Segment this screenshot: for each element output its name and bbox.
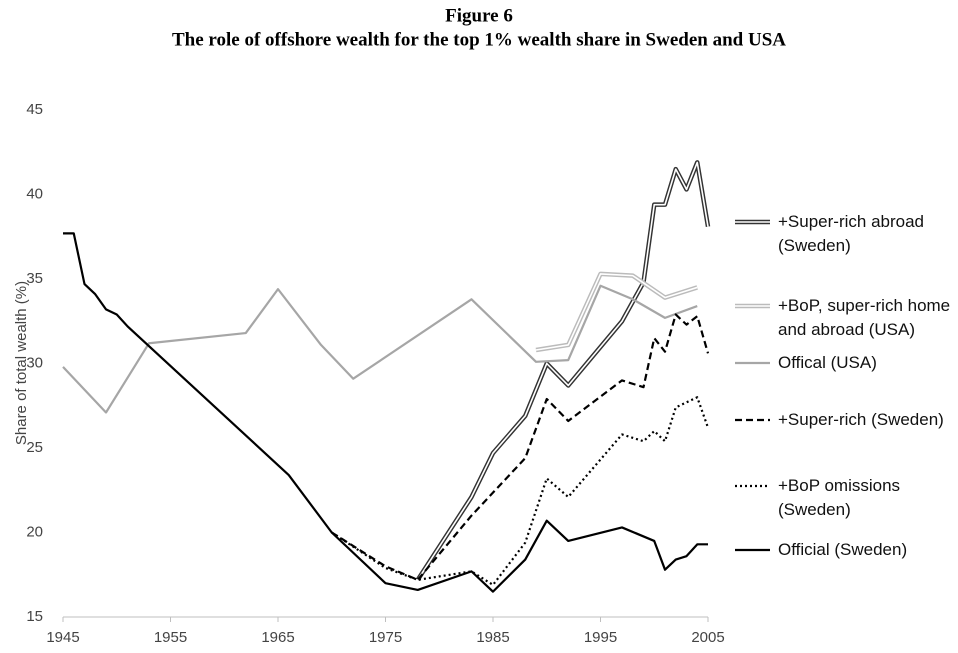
chart-title: Figure 6	[445, 5, 513, 26]
x-tick-label: 1955	[154, 629, 187, 646]
x-tick-label: 1975	[369, 629, 402, 646]
x-tick-label: 1995	[584, 629, 617, 646]
y-tick-label: 40	[26, 185, 43, 202]
series-line	[415, 160, 711, 582]
series-line-inner	[535, 273, 698, 351]
chart-subtitle: The role of offshore wealth for the top …	[172, 29, 786, 50]
x-tick-label: 2005	[691, 629, 724, 646]
series-line	[535, 271, 698, 353]
x-tick-label: 1965	[261, 629, 294, 646]
y-axis-label: Share of total wealth (%)	[13, 281, 30, 445]
legend-label: +BoP, super-rich home and abroad (USA)	[778, 296, 951, 339]
series-line	[63, 232, 708, 593]
y-tick-label: 25	[26, 439, 43, 456]
y-tick-label: 45	[26, 101, 43, 118]
legend-label: Offical (USA)	[778, 353, 877, 372]
series-line-inner	[417, 161, 709, 581]
x-tick-label: 1945	[46, 629, 79, 646]
legend-label: +BoP omissions (Sweden)	[778, 476, 901, 519]
y-tick-label: 30	[26, 354, 43, 371]
series-line	[62, 284, 698, 414]
y-tick-label: 20	[26, 523, 43, 540]
legend-label: Official (Sweden)	[778, 540, 908, 559]
y-tick-label: 35	[26, 270, 43, 287]
x-tick-label: 1985	[476, 629, 509, 646]
series-line	[331, 396, 710, 586]
legend-label: +Super-rich (Sweden)	[778, 410, 944, 429]
series-line	[331, 313, 710, 581]
y-tick-label: 15	[26, 608, 43, 625]
legend-label: +Super-rich abroad (Sweden)	[778, 212, 925, 255]
